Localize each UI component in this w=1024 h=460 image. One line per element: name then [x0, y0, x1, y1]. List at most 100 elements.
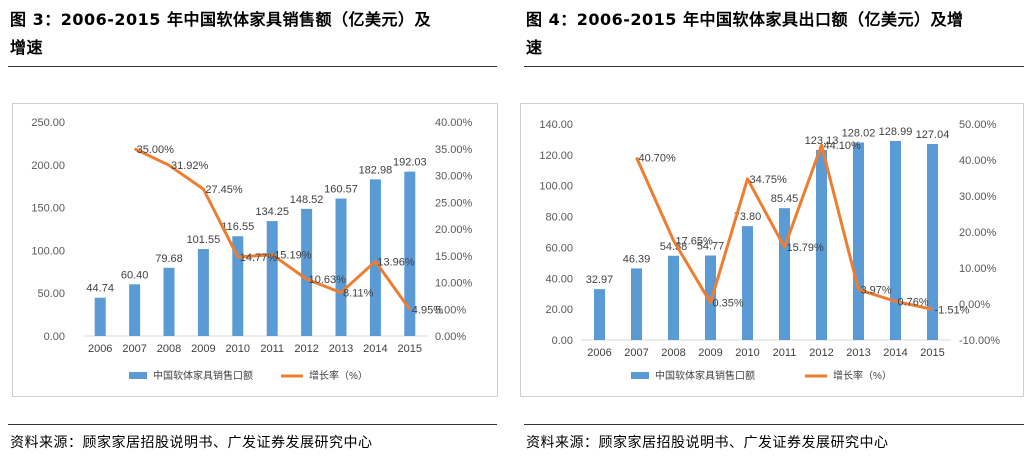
bar-data-label: 85.45: [771, 193, 799, 205]
x-axis-tick-label: 2006: [587, 347, 611, 359]
figure-3-source-rule: [8, 424, 497, 425]
x-axis-tick-label: 2010: [226, 343, 250, 355]
left-axis-tick-label: 50.00: [37, 288, 65, 300]
right-axis-tick-label: 20.00%: [435, 224, 473, 236]
figure-4-title: 图 4：2006-2015 年中国软体家具出口额（亿美元）及增 速: [526, 6, 1018, 62]
left-axis-tick-label: 0.00: [44, 331, 65, 343]
bar-data-label: 148.52: [290, 194, 324, 206]
left-axis-tick-label: 140.00: [539, 119, 573, 131]
x-axis-tick-label: 2015: [920, 347, 944, 359]
x-axis-tick-label: 2012: [809, 347, 833, 359]
figure-3-source: 资料来源：顾家家居招股说明书、广发证券发展研究中心: [10, 435, 373, 451]
line-data-label: 10.63%: [309, 274, 347, 286]
figure-4-chart: 0.00 20.00 40.00 60.00 80.00 100.00 120.00 140.…: [539, 119, 1000, 382]
line-data-label: 0.76%: [898, 296, 929, 308]
bar: [779, 208, 790, 340]
line-data-label: 8.11%: [343, 288, 374, 300]
bar-data-label: 192.03: [393, 157, 427, 169]
bar-data-label: 128.02: [842, 127, 876, 139]
bar-data-label: 134.25: [255, 206, 289, 218]
figure-3-title-line2: 增速: [10, 38, 44, 57]
right-axis-tick-label: 25.00%: [435, 197, 473, 209]
figure-4-title-line1: 图 4：2006-2015 年中国软体家具出口额（亿美元）及增: [526, 10, 964, 29]
bar-data-label: 44.74: [86, 283, 114, 295]
left-axis-tick-label: 60.00: [545, 242, 573, 254]
line-data-label: 40.70%: [639, 152, 677, 164]
figure-3-title-line1: 图 3：2006-2015 年中国软体家具销售额（亿美元）及: [10, 10, 431, 29]
legend-bar-label: 中国软体家具销售口额: [153, 369, 253, 382]
line-data-label: 13.96%: [377, 256, 415, 268]
bar-data-label: 73.80: [734, 211, 762, 223]
bar-data-label: 116.55: [221, 221, 254, 233]
x-axis-tick-label: 2006: [88, 343, 112, 355]
bar: [301, 208, 313, 336]
line-data-label: 0.35%: [713, 298, 744, 310]
left-axis-tick-label: 40.00: [545, 273, 573, 285]
x-axis-tick-label: 2012: [294, 343, 318, 355]
bar-data-label: 128.99: [879, 126, 913, 138]
bar: [232, 236, 244, 336]
bar: [129, 284, 141, 336]
x-axis-tick-label: 2014: [363, 343, 387, 355]
bar: [631, 268, 642, 340]
bar: [94, 297, 106, 336]
bar: [404, 171, 416, 336]
right-axis-tick-label: 40.00%: [959, 155, 997, 167]
right-axis-tick-label: 20.00%: [959, 227, 997, 239]
bar-data-label: 32.97: [586, 274, 614, 286]
legend-line-label: 增长率（%）: [833, 369, 892, 382]
left-axis-tick-label: 80.00: [545, 212, 573, 224]
left-axis-tick-label: 100.00: [539, 181, 573, 193]
bar: [594, 289, 605, 340]
left-axis-tick-label: 0.00: [552, 335, 573, 347]
left-axis-tick-label: 250.00: [31, 117, 65, 129]
x-axis-tick-label: 2010: [735, 347, 759, 359]
figure-3-chart: 0.00 50.00 100.00 150.00 200.00 250.00 0.00% 5.…: [31, 117, 473, 382]
bar: [163, 267, 175, 336]
x-axis-tick-label: 2008: [661, 347, 685, 359]
line-data-label: -1.51%: [935, 304, 970, 316]
figure-3-title-rule: [8, 66, 497, 67]
bar: [369, 179, 381, 336]
bar-data-label: 79.68: [155, 253, 183, 265]
right-axis-tick-label: 0.00%: [435, 331, 466, 343]
bar-data-label: 160.57: [324, 184, 358, 196]
line-data-label: 3.97%: [861, 285, 892, 297]
figure-4-title-line2: 速: [526, 38, 543, 57]
right-axis-tick-label: 30.00%: [435, 171, 473, 183]
bar: [890, 140, 901, 340]
bar: [816, 150, 827, 340]
right-axis-tick-label: 10.00%: [959, 263, 997, 275]
line-data-label: 35.00%: [137, 144, 175, 156]
x-axis-tick-label: 2011: [773, 347, 797, 359]
bar: [927, 143, 938, 340]
right-axis-tick-label: 5.00%: [435, 304, 466, 316]
figure-3-title: 图 3：2006-2015 年中国软体家具销售额（亿美元）及 增速: [10, 6, 491, 62]
bar-data-label: 123.13: [805, 135, 839, 147]
figure-4-source-rule: [524, 424, 1024, 425]
right-axis-tick-label: 30.00%: [959, 191, 997, 203]
right-axis-tick-label: 50.00%: [959, 119, 997, 131]
x-axis-tick-label: 2007: [624, 347, 648, 359]
figure-4-source: 资料来源：顾家家居招股说明书、广发证券发展研究中心: [526, 435, 889, 451]
right-axis-tick-label: 15.00%: [435, 251, 473, 263]
left-axis-tick-label: 100.00: [31, 245, 65, 257]
bar: [266, 221, 278, 336]
x-axis-tick-label: 2014: [883, 347, 907, 359]
bar: [668, 255, 679, 340]
figure-3-panel: 图 3：2006-2015 年中国软体家具销售额（亿美元）及 增速 0.00 50…: [0, 0, 498, 460]
bar: [335, 198, 347, 336]
line-data-label: 31.92%: [171, 160, 209, 172]
left-axis-tick-label: 20.00: [545, 304, 573, 316]
bar-data-label: 101.55: [187, 234, 221, 246]
bar: [197, 249, 209, 336]
bar: [853, 142, 864, 340]
line-data-label: 4.95%: [412, 305, 443, 317]
legend-line-label: 增长率（%）: [309, 369, 368, 382]
x-axis-tick-label: 2008: [157, 343, 181, 355]
figure-4-chart-frame: 0.00 20.00 40.00 60.00 80.00 100.00 120.00 140.…: [520, 103, 1024, 397]
bar-data-label: 127.04: [916, 129, 950, 141]
line-data-label: 14.77%: [240, 252, 278, 264]
figure-4-panel: 图 4：2006-2015 年中国软体家具出口额（亿美元）及增 速 0.00 20…: [516, 0, 1024, 460]
bar-data-label: 182.98: [359, 164, 393, 176]
